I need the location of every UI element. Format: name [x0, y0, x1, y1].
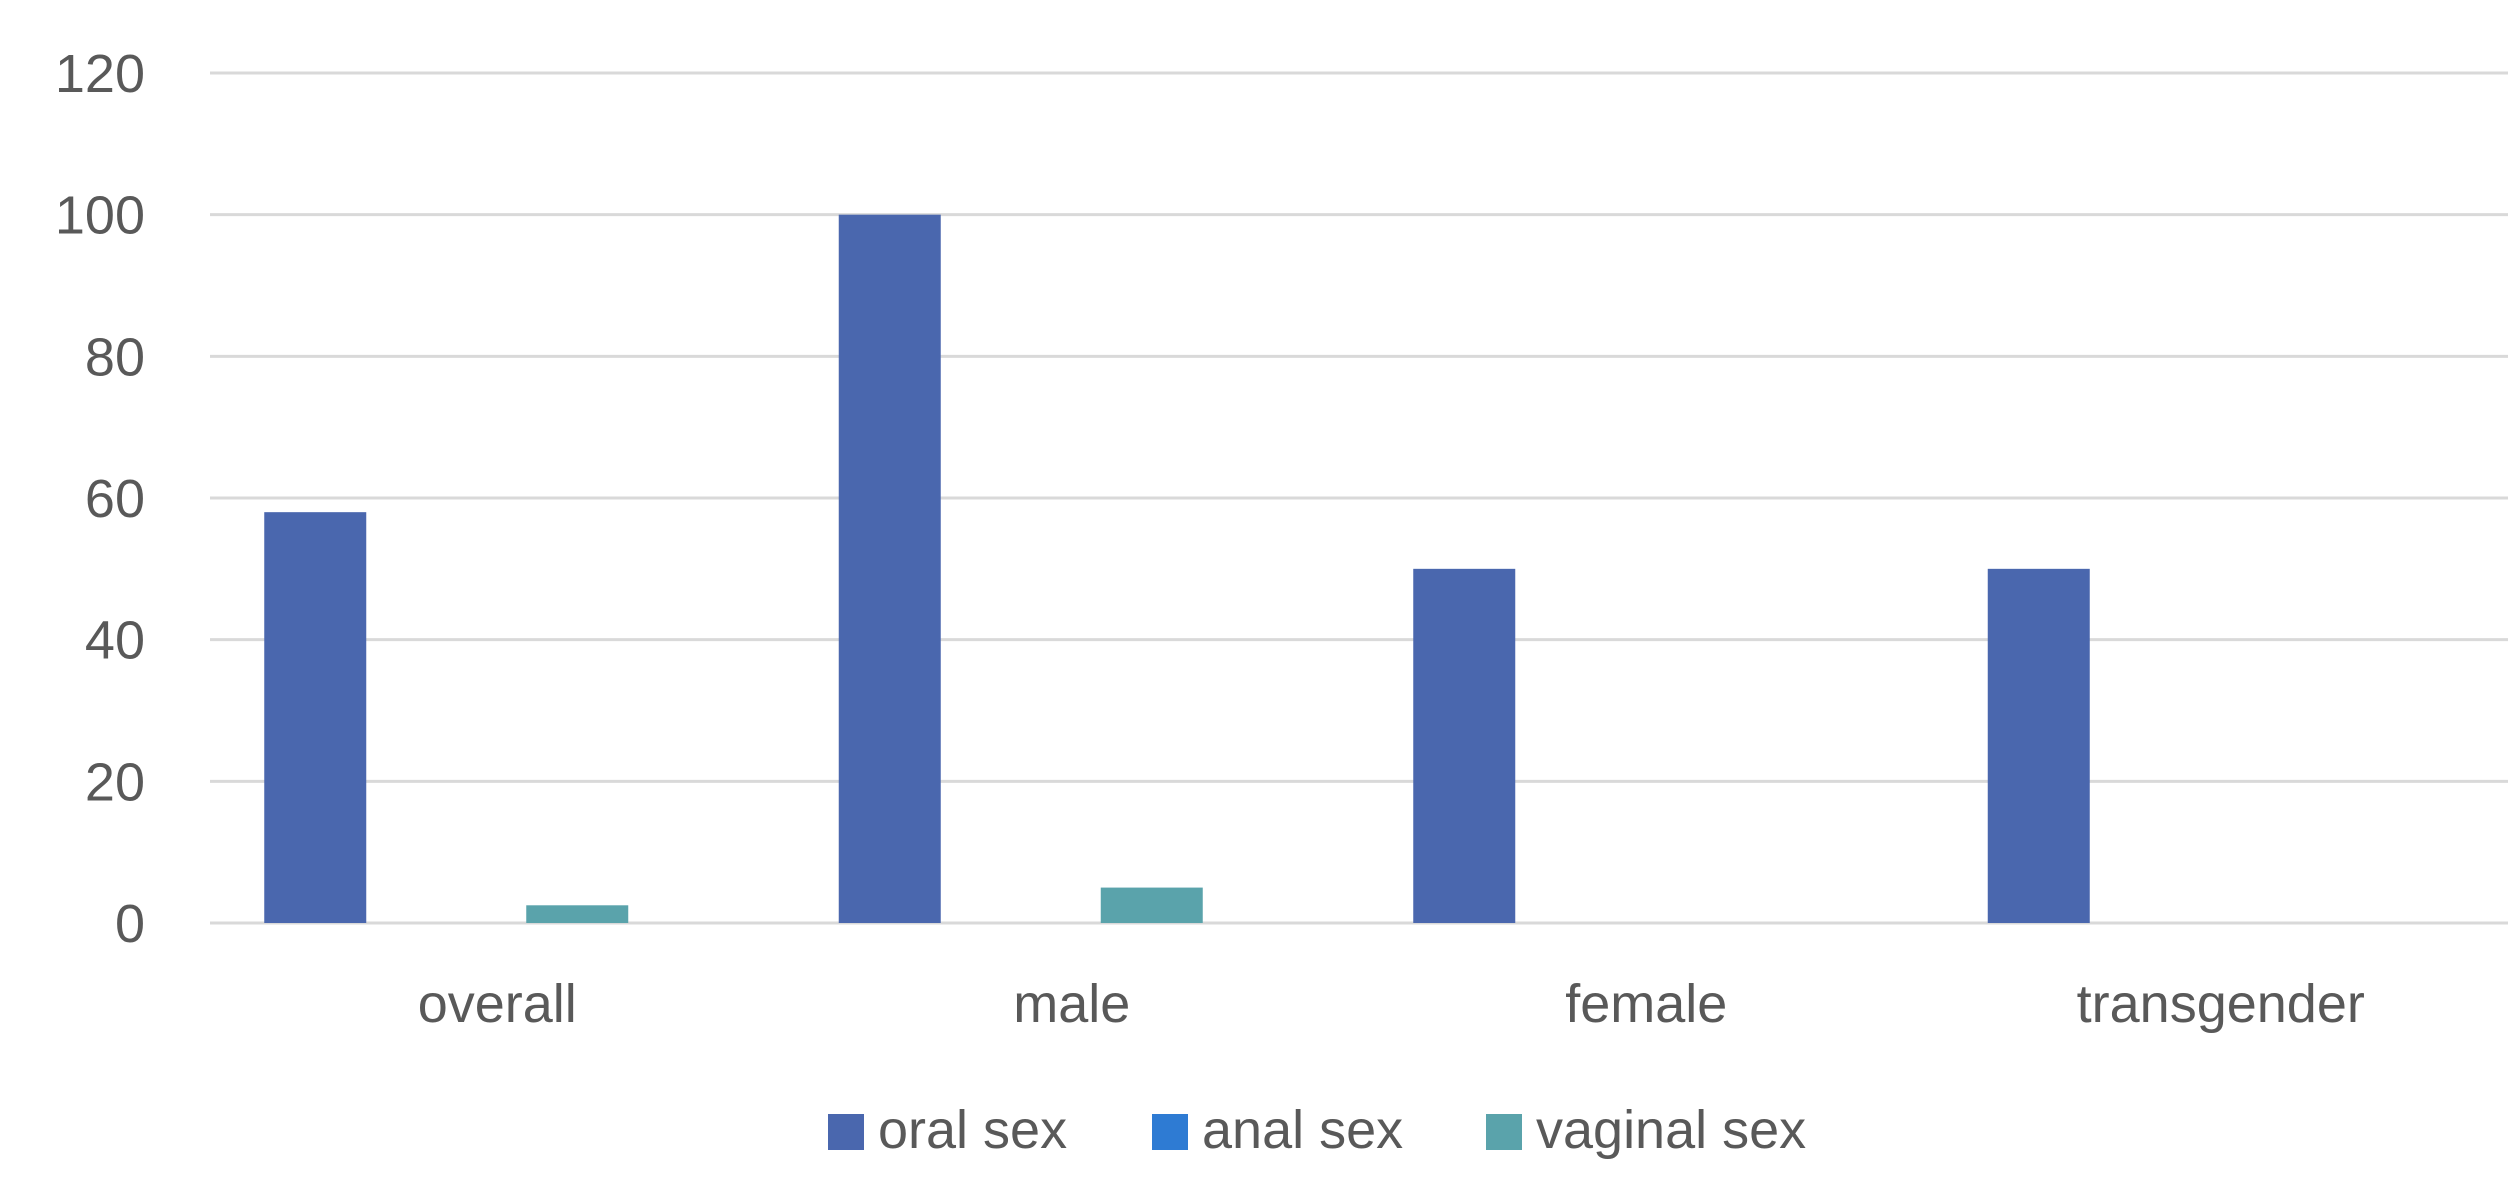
y-tick-label: 60: [85, 469, 145, 529]
legend-label: anal sex: [1202, 1100, 1403, 1160]
legend-swatch-vaginal-sex: [1486, 1114, 1522, 1150]
y-tick-label: 40: [85, 611, 145, 671]
x-axis-tick-labels: overall male female transgender: [418, 974, 2365, 1034]
bar-oral-sex-transgender: [1987, 568, 2090, 923]
legend-swatch-anal-sex: [1152, 1114, 1188, 1150]
legend-label: vaginal sex: [1536, 1100, 1806, 1160]
y-tick-label: 120: [55, 44, 145, 104]
legend-swatch-oral-sex: [828, 1114, 864, 1150]
y-tick-label: 80: [85, 327, 145, 387]
y-tick-label: 20: [85, 752, 145, 812]
y-axis-tick-labels: 0 20 40 60 80 100 120: [55, 44, 145, 954]
bar-vaginal-sex-overall: [526, 905, 629, 923]
bar-vaginal-sex-male: [1100, 887, 1203, 923]
x-tick-label: male: [1013, 974, 1130, 1034]
gridlines: [210, 71, 2508, 925]
y-tick-label: 100: [55, 186, 145, 246]
x-tick-label: transgender: [2077, 974, 2365, 1034]
bar-oral-sex-overall: [264, 512, 367, 923]
bars: [264, 214, 2090, 923]
bar-oral-sex-male: [838, 214, 941, 923]
x-tick-label: overall: [418, 974, 577, 1034]
legend-label: oral sex: [878, 1100, 1067, 1160]
bar-oral-sex-female: [1413, 568, 1516, 923]
y-tick-label: 0: [115, 894, 145, 954]
x-tick-label: female: [1565, 974, 1727, 1034]
legend: oral sex anal sex vaginal sex: [828, 1100, 1806, 1160]
